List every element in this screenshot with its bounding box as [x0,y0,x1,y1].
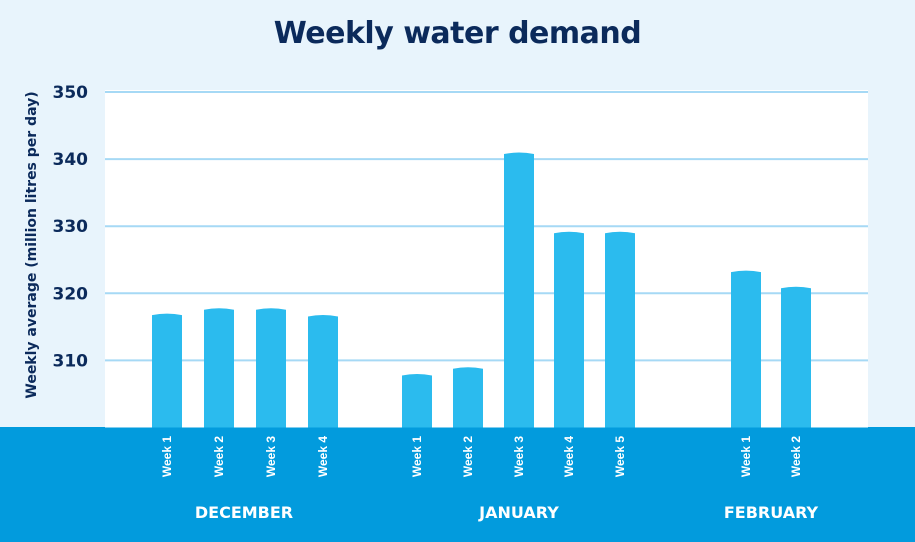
bar [504,152,534,428]
bar [781,286,811,428]
x-tick-label: Week 2 [212,436,226,477]
month-label: FEBRUARY [724,503,819,522]
y-tick-label: 320 [53,284,89,304]
chart-title: Weekly water demand [273,16,642,51]
x-axis-band [0,427,915,542]
x-tick-label: Week 4 [562,436,576,477]
x-tick-label: Week 4 [316,436,330,477]
x-tick-label: Week 5 [613,436,627,477]
x-tick-label: Week 2 [461,436,475,477]
bar [731,270,761,428]
bar [152,313,182,428]
bar [605,231,635,428]
bar [204,308,234,428]
x-tick-label: Week 3 [264,436,278,477]
y-tick-label: 340 [53,150,89,170]
bar [256,308,286,428]
x-tick-label: Week 3 [512,436,526,477]
x-tick-label: Week 1 [160,436,174,477]
y-tick-label: 310 [53,351,89,371]
bar [402,373,432,428]
x-tick-label: Week 2 [789,436,803,477]
y-tick-label: 350 [53,83,89,103]
x-tick-label: Week 1 [410,436,424,477]
x-tick-label: Week 1 [739,436,753,477]
month-label: DECEMBER [195,503,293,522]
bar [308,314,338,428]
bar [554,231,584,428]
bar [453,367,483,428]
y-tick-label: 330 [53,217,89,237]
month-label: JANUARY [478,503,559,522]
